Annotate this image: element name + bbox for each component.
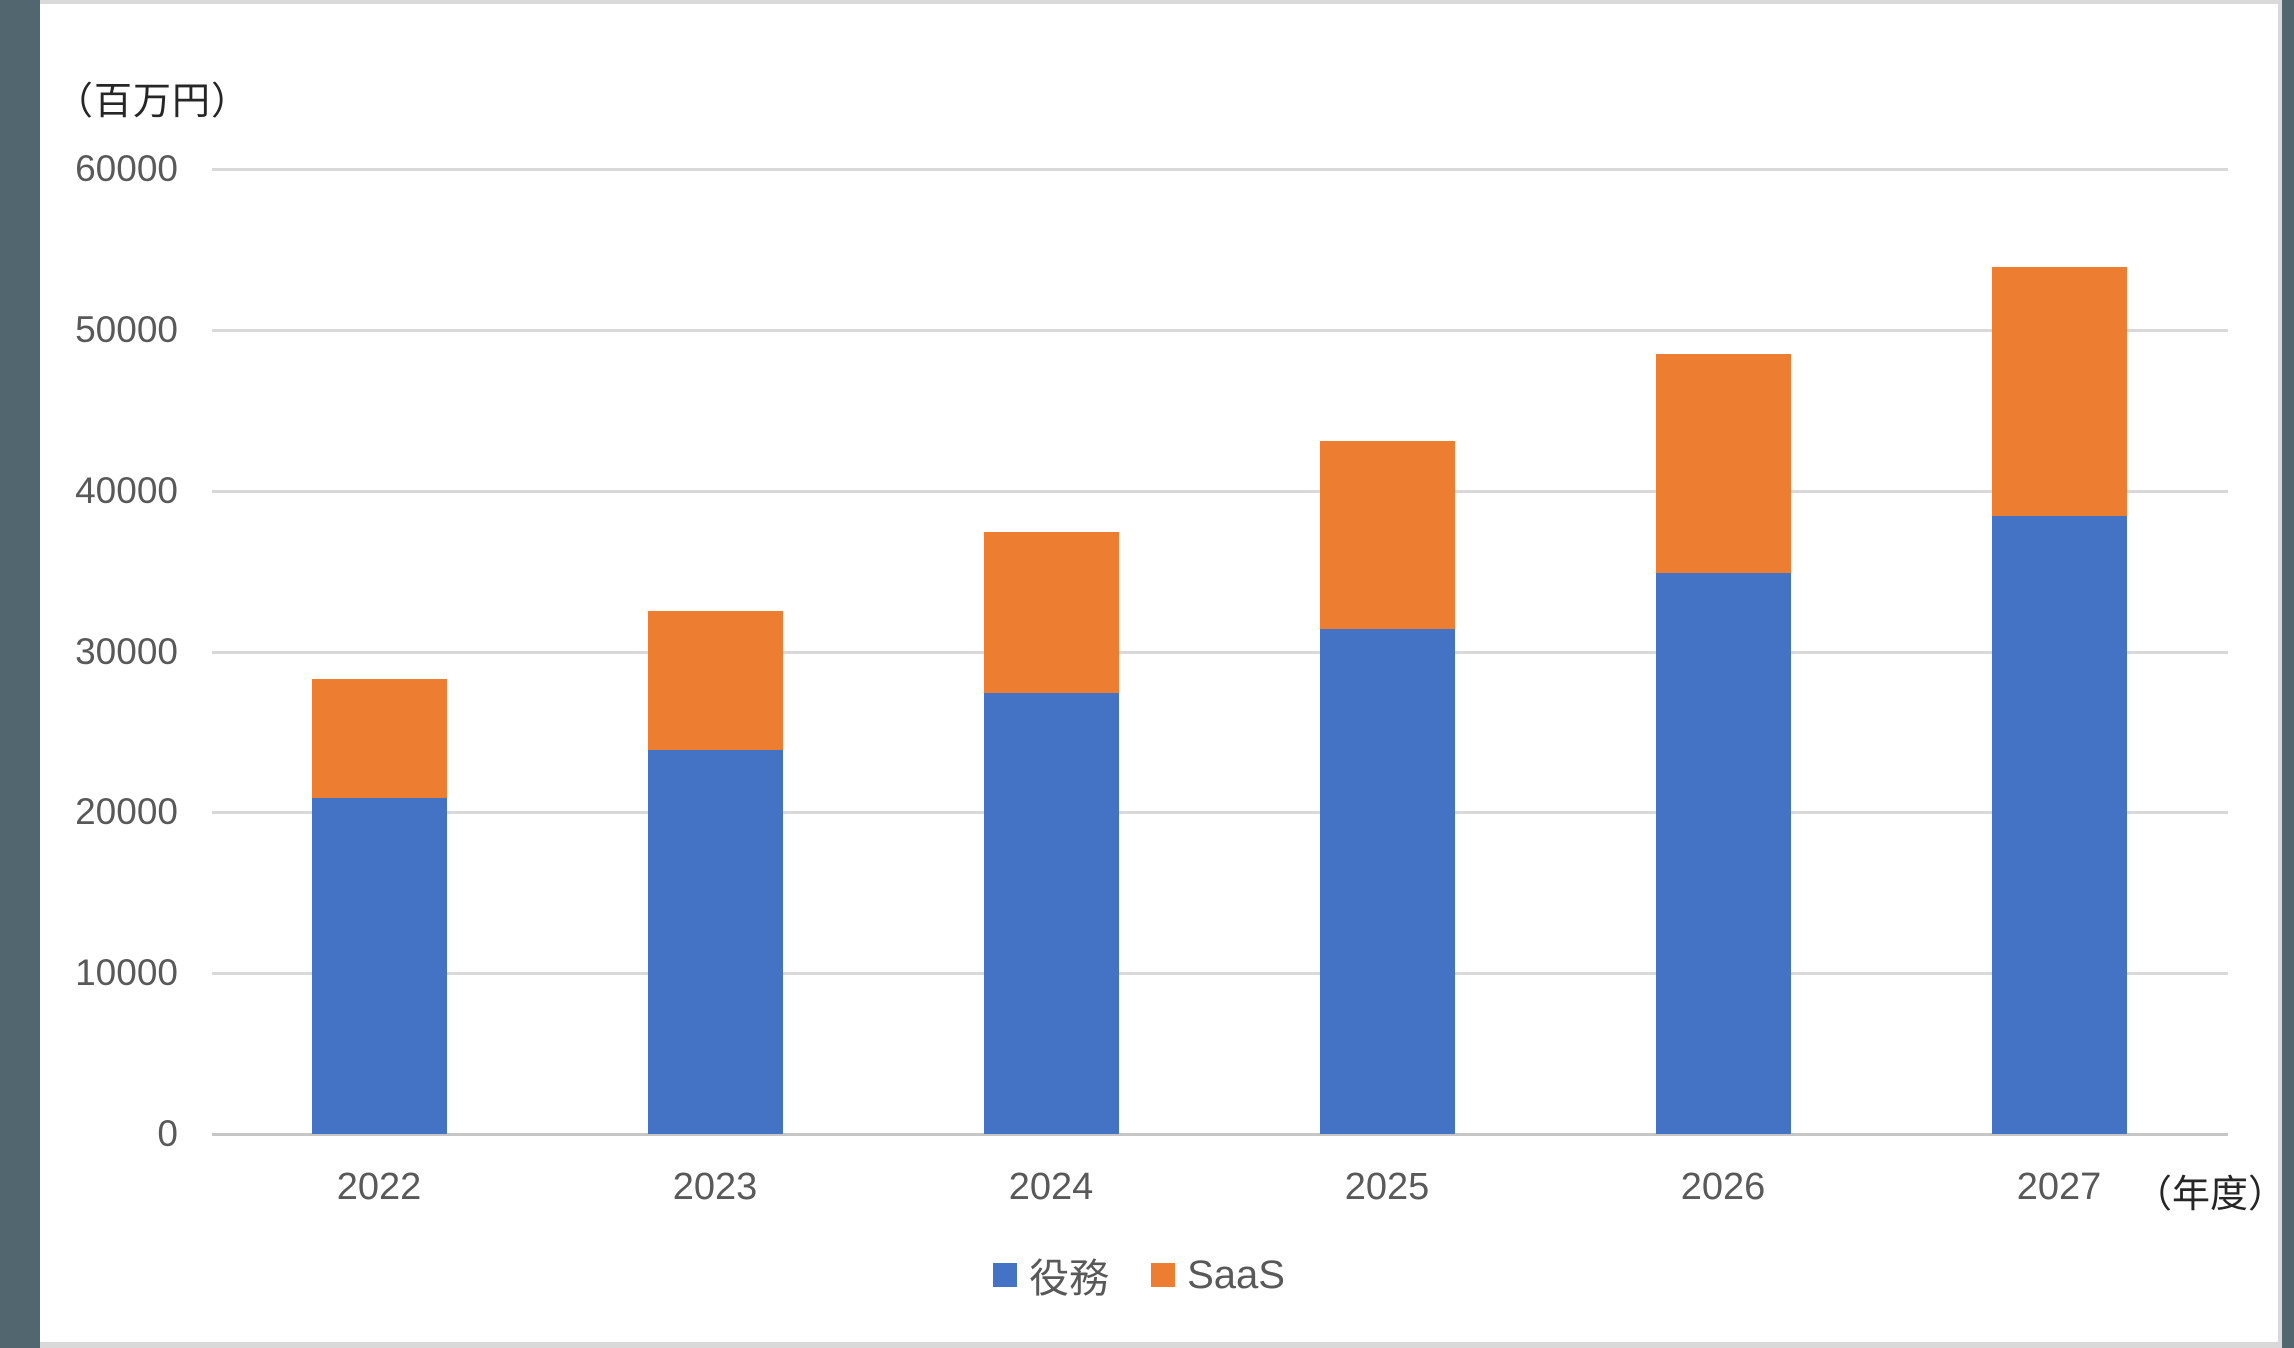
bar-segment xyxy=(311,678,447,798)
gridline xyxy=(212,972,2228,976)
y-tick-label: 20000 xyxy=(75,791,178,833)
x-tick-label: 2027 xyxy=(2016,1166,2102,1208)
window-edge-right xyxy=(2282,0,2294,1348)
y-tick-label: 10000 xyxy=(75,952,178,994)
bar-segment xyxy=(647,611,783,750)
x-tick-label: 2026 xyxy=(1680,1166,1766,1208)
gridline xyxy=(212,328,2228,332)
bar-segment xyxy=(311,797,447,1134)
bar-segment xyxy=(1991,267,2127,517)
y-tick-label: 60000 xyxy=(75,148,178,189)
y-tick-label: 40000 xyxy=(75,469,178,511)
x-tick-label: 2024 xyxy=(1008,1166,1094,1208)
bar-segment xyxy=(1655,353,1791,573)
x-tick-label: 2023 xyxy=(672,1166,758,1208)
x-axis-line xyxy=(212,1133,2228,1136)
legend-swatch-icon xyxy=(993,1263,1018,1287)
bar-segment xyxy=(647,749,783,1134)
legend-item: SaaS xyxy=(1151,1253,1285,1298)
x-tick-label: 2022 xyxy=(336,1166,422,1208)
gridline xyxy=(212,650,2228,654)
bar-segment xyxy=(983,532,1119,694)
y-tick-label: 30000 xyxy=(75,630,178,672)
y-tick-label: 50000 xyxy=(75,308,178,350)
gridline xyxy=(212,489,2228,493)
chart-legend: 役務 SaaS xyxy=(0,1246,2278,1304)
gridline xyxy=(212,811,2228,815)
gridline xyxy=(212,168,2228,171)
legend-item: 役務 xyxy=(993,1246,1109,1304)
window-edge-left xyxy=(0,0,40,1348)
legend-label: SaaS xyxy=(1187,1252,1285,1297)
bar-segment xyxy=(1655,572,1791,1134)
bar-segment xyxy=(1319,628,1455,1134)
legend-label: 役務 xyxy=(1029,1257,1110,1301)
bar-segment xyxy=(1991,516,2127,1134)
y-tick-label: 0 xyxy=(157,1113,178,1154)
y-axis-title: （百万円） xyxy=(55,81,251,123)
bar-segment xyxy=(983,693,1119,1134)
bar-segment xyxy=(1319,440,1455,629)
legend-swatch-icon xyxy=(1151,1263,1176,1287)
x-axis-title: （年度） xyxy=(2134,1174,2287,1216)
x-tick-label: 2025 xyxy=(1344,1166,1430,1208)
